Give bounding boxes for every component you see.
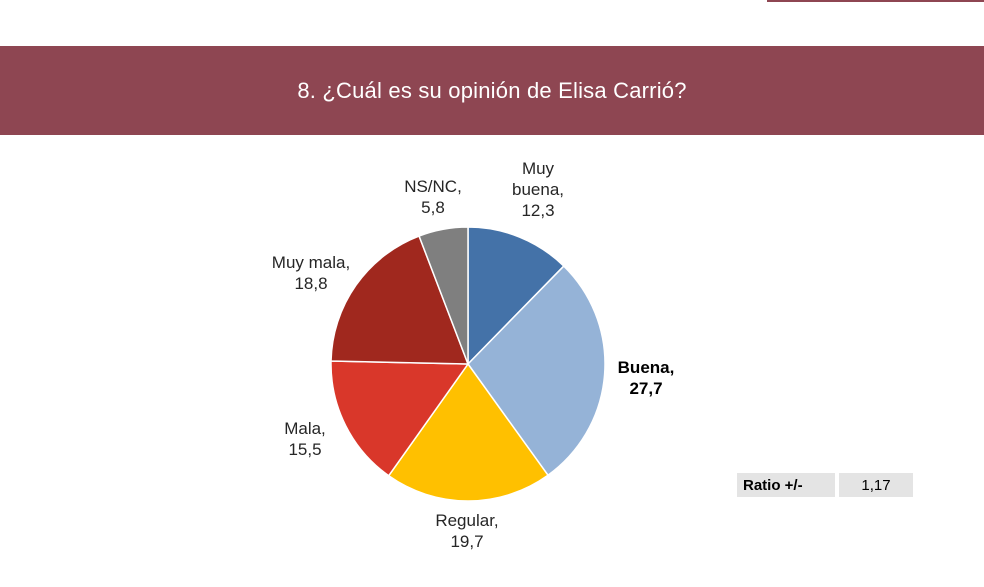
page-title: 8. ¿Cuál es su opinión de Elisa Carrió? xyxy=(297,77,687,103)
pie-slice-buena xyxy=(467,264,606,477)
label-muy-buena: Muy buena, 12,3 xyxy=(512,159,564,220)
ratio-label: Ratio +/- xyxy=(737,473,835,497)
pie-slice-muy-mala xyxy=(330,235,470,365)
label-muy-mala: Muy mala, 18,8 xyxy=(271,253,351,293)
label-ns-nc: NS/NC, 5,8 xyxy=(404,177,462,217)
label-regular: Regular, 19,7 xyxy=(435,511,499,551)
label-mala: Mala, 15,5 xyxy=(284,419,326,459)
top-accent-line xyxy=(767,0,984,2)
ratio-value: 1,17 xyxy=(839,473,913,497)
header-band: 8. ¿Cuál es su opinión de Elisa Carrió? xyxy=(0,46,984,135)
label-buena: Buena, 27,7 xyxy=(617,358,675,398)
pie-slice-ns-nc xyxy=(418,226,469,365)
pie-slice-regular xyxy=(387,362,550,502)
pie-slice-muy-buena xyxy=(467,226,565,366)
pie-slice-mala xyxy=(330,360,470,477)
ratio-box: Ratio +/- 1,17 xyxy=(737,473,913,497)
